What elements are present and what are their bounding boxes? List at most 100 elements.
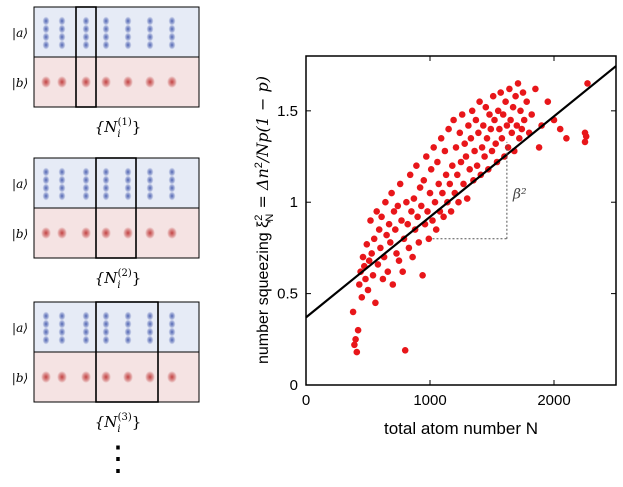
data-point [584,80,591,87]
state-b-label: |b⟩ [12,371,28,385]
atom-blob-a [168,40,176,50]
data-point [486,111,493,118]
data-point [450,116,457,124]
data-point [457,158,465,166]
atom-blob-a [146,191,154,201]
atom-blob-b [167,76,177,88]
atom-blob-a [102,183,110,193]
atom-blob-a [146,167,154,177]
atom-blob-a [146,16,154,26]
x-ticks: 0 1000 2000 [302,56,571,409]
data-point [523,98,530,105]
ellipsis: ⋮ [101,439,135,479]
y-label-sub: N [264,214,276,222]
atom-blob-a [146,24,154,34]
atom-blob-a [168,191,176,201]
data-point [488,147,496,155]
atom-blob-a [58,183,66,193]
data-point [503,122,511,129]
atom-blob-a [168,311,176,321]
atom-blob-a [42,183,50,193]
data-point [369,272,377,279]
state-a-label: |a⟩ [12,177,28,191]
atom-blob-b [145,76,155,88]
atom-blob-a [82,32,90,42]
x-tick-label: 2000 [537,392,570,409]
fit-line [305,65,617,319]
data-point [367,217,374,224]
data-point [512,92,519,100]
y-label-tail: /Np(1 − p) [253,76,272,164]
data-point [454,171,461,179]
data-point [415,239,423,246]
data-point [437,135,445,142]
data-point [483,135,491,142]
data-point [435,180,443,188]
data-point [509,103,517,111]
data-point [455,198,462,206]
data-point [365,257,373,265]
data-point [425,235,433,243]
data-point [478,144,486,151]
slope-triangle: β² [432,141,527,240]
data-point [398,217,405,224]
y-tick-label: 0.5 [277,286,298,303]
data-point [507,116,514,124]
atom-blob-a [42,16,50,26]
data-point [544,98,552,105]
atom-blob-a [146,183,154,193]
atom-blob-a [102,175,110,185]
data-point [379,275,387,283]
atom-blob-a [58,24,66,34]
data-point [377,244,384,252]
data-point [416,184,424,191]
atom-blob-a [42,335,50,345]
data-point [463,195,471,202]
atom-blob-b [145,371,155,383]
data-point [390,208,398,215]
atom-blob-a [124,40,132,50]
atom-blob-a [58,167,66,177]
data-point [517,107,524,115]
data-point [432,226,440,233]
data-point [520,116,528,124]
data-point [519,89,527,96]
data-point [353,348,361,356]
atom-blob-a [124,16,132,26]
atom-blob-a [102,191,110,201]
atom-blob-b [57,227,67,239]
data-point [456,129,464,137]
data-point [349,308,357,316]
data-point [378,213,385,221]
atom-blob-a [82,40,90,50]
atom-blob-a [102,311,110,321]
data-point [419,272,426,279]
data-point [458,111,466,118]
data-point [499,111,507,118]
atom-blob-a [58,335,66,345]
y-ticks: 0 0.5 1 1.5 [277,103,616,394]
data-point [582,133,590,140]
atom-blob-a [124,175,132,185]
atom-blob-a [102,32,110,42]
set-label: {Ni(1)} [95,117,142,140]
atom-blob-a [146,311,154,321]
data-point [363,241,371,248]
y-label-sup2: 2 [253,162,265,168]
atom-blob-a [42,191,50,201]
fit-line-group [305,65,617,319]
plot-frame [305,55,617,386]
atom-blob-a [102,16,110,26]
data-point [404,220,412,228]
y-axis-label: number squeezing ξ2N = Δn2/Np(1 − p) [253,76,276,364]
data-point [442,171,450,179]
data-point [532,85,539,93]
atom-blob-a [82,319,90,329]
y-label-rest: = Δn [253,168,272,213]
image-panel-3: |a⟩ |b⟩ {Ni(3)} [12,301,200,435]
atom-blob-a [82,183,90,193]
atom-blob-a [58,32,66,42]
data-point [423,153,430,160]
data-point [468,107,476,115]
